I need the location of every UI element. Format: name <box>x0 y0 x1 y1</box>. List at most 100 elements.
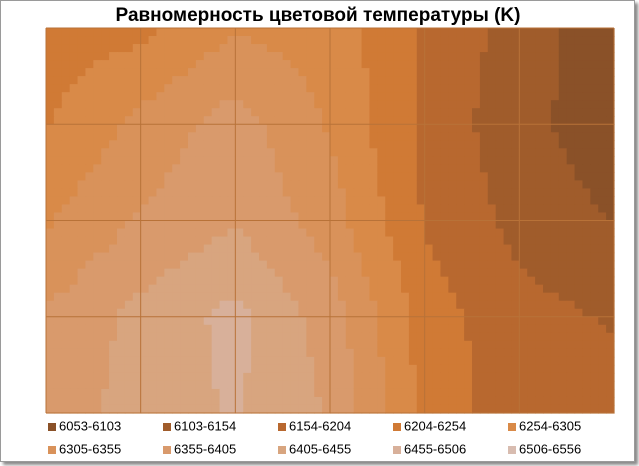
contour-cell <box>558 36 568 45</box>
contour-cell <box>219 60 229 69</box>
contour-cell <box>243 132 252 141</box>
contour-cell <box>188 148 197 157</box>
contour-cell <box>124 268 134 278</box>
contour-cell <box>385 116 394 125</box>
contour-cell <box>495 92 505 101</box>
contour-cell <box>156 324 165 334</box>
contour-cell <box>527 340 536 350</box>
contour-cell <box>117 268 126 278</box>
contour-cell <box>519 228 528 238</box>
contour-cell <box>408 132 418 141</box>
contour-cell <box>582 372 591 382</box>
contour-cell <box>361 92 371 101</box>
contour-cell <box>156 52 165 61</box>
contour-cell <box>385 292 394 302</box>
contour-cell <box>361 404 371 414</box>
contour-cell <box>432 124 442 133</box>
contour-cell <box>69 276 79 286</box>
contour-cell <box>448 244 457 254</box>
contour-cell <box>259 68 268 77</box>
contour-cell <box>172 260 181 270</box>
contour-cell <box>369 100 378 109</box>
contour-cell <box>511 204 520 214</box>
contour-cell <box>53 300 63 310</box>
contour-cell <box>69 68 79 77</box>
contour-cell <box>322 324 331 334</box>
contour-cell <box>535 116 544 125</box>
contour-cell <box>385 92 394 101</box>
contour-cell <box>274 196 284 206</box>
contour-cell <box>511 60 520 69</box>
contour-cell <box>424 396 434 406</box>
contour-cell <box>377 28 386 37</box>
contour-cell <box>361 36 371 45</box>
contour-cell <box>203 228 213 238</box>
contour-cell <box>77 340 87 350</box>
contour-cell <box>543 140 552 149</box>
contour-cell <box>314 292 323 302</box>
contour-cell <box>377 236 386 246</box>
contour-cell <box>606 364 615 374</box>
contour-cell <box>140 260 150 270</box>
contour-cell <box>69 212 79 222</box>
contour-cell <box>535 44 544 53</box>
contour-cell <box>266 140 276 149</box>
contour-cell <box>337 268 347 278</box>
contour-cell <box>495 356 505 366</box>
contour-cell <box>606 148 615 157</box>
contour-cell <box>377 84 386 93</box>
contour-cell <box>282 300 292 310</box>
contour-cell <box>448 196 457 206</box>
contour-cell <box>219 188 229 198</box>
contour-cell <box>408 28 418 37</box>
contour-cell <box>574 308 584 318</box>
contour-cell <box>385 276 394 286</box>
contour-cell <box>456 228 465 238</box>
contour-cell <box>361 116 371 125</box>
contour-cell <box>464 60 473 69</box>
contour-cell <box>424 388 434 398</box>
contour-cell <box>527 60 536 69</box>
contour-cell <box>503 116 513 125</box>
contour-cell <box>306 220 315 230</box>
contour-cell <box>448 300 457 310</box>
contour-cell <box>345 260 355 270</box>
contour-cell <box>527 316 536 326</box>
contour-cell <box>353 196 363 206</box>
contour-cell <box>606 220 615 230</box>
contour-cell <box>424 260 434 270</box>
contour-cell <box>109 100 118 109</box>
contour-cell <box>487 68 497 77</box>
contour-cell <box>479 284 489 294</box>
contour-cell <box>479 292 489 302</box>
contour-cell <box>132 36 142 45</box>
contour-cell <box>353 332 363 342</box>
contour-cell <box>298 164 307 173</box>
contour-cell <box>369 292 378 302</box>
contour-cell <box>503 332 513 342</box>
contour-cell <box>590 156 599 165</box>
contour-cell <box>590 276 599 286</box>
contour-cell <box>519 196 528 206</box>
contour-cell <box>195 212 205 222</box>
contour-cell <box>401 172 410 181</box>
contour-cell <box>401 372 410 382</box>
contour-cell <box>117 204 126 214</box>
contour-cell <box>290 100 300 109</box>
contour-cell <box>306 44 315 53</box>
contour-cell <box>353 172 363 181</box>
contour-cell <box>69 92 79 101</box>
contour-cell <box>495 396 505 406</box>
contour-cell <box>543 180 552 190</box>
contour-cell <box>46 284 55 294</box>
contour-cell <box>401 60 410 69</box>
contour-cell <box>219 140 229 149</box>
contour-cell <box>322 60 331 69</box>
contour-cell <box>274 252 284 262</box>
contour-cell <box>566 316 576 326</box>
contour-cell <box>211 300 221 310</box>
contour-cell <box>132 44 142 53</box>
contour-cell <box>195 204 205 214</box>
contour-cell <box>148 292 158 302</box>
contour-cell <box>140 188 150 198</box>
